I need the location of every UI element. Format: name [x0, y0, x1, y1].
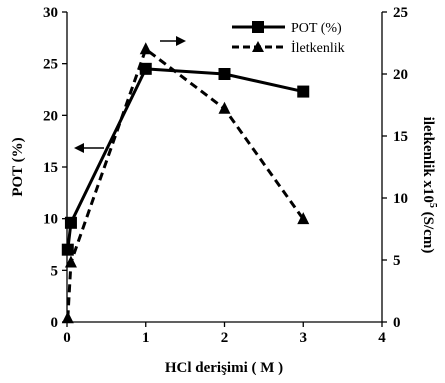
y-right-tick-label: 10 — [393, 191, 408, 207]
y-axis-right-title: iletkenlik x105 (S/cm) — [420, 117, 438, 254]
iletkenlik-point — [64, 255, 77, 268]
y-axis-right-title-unit: (S/cm) — [420, 208, 436, 253]
series-layer — [61, 42, 310, 324]
x-tick-label: 4 — [378, 330, 386, 346]
pot-point — [218, 68, 231, 80]
y-left-tick-label: 20 — [43, 108, 58, 124]
y-left-tick-label: 30 — [43, 5, 58, 21]
pot-point — [297, 85, 310, 98]
legend-iletkenlik-marker — [252, 41, 264, 52]
y-right-tick-label: 5 — [393, 253, 401, 269]
y-left-tick-label: 25 — [43, 57, 58, 73]
legend-iletkenlik-label: İletkenlik — [291, 40, 345, 56]
series-line-iletkenlik — [66, 47, 305, 319]
x-tick-label: 1 — [142, 330, 150, 346]
iletkenlik-point — [139, 42, 152, 55]
legend-pot-label: POT (%) — [291, 21, 342, 36]
y-left-tick-label: 10 — [43, 212, 58, 228]
pot-point — [64, 216, 77, 229]
y-right-tick-label: 0 — [393, 315, 401, 331]
pot-point — [61, 243, 74, 256]
x-axis-title: HCl derişimi ( M ) — [165, 360, 283, 376]
legend: POT (%) İletkenlik — [232, 21, 345, 56]
y-axis-left-title: POT (%) — [10, 137, 26, 196]
iletkenlik-point — [297, 212, 310, 225]
y-axis-right-title-main: iletkenlik x10 — [420, 117, 436, 203]
y-left-tick-label: 5 — [51, 263, 59, 279]
y-axis-right-title-sup: 5 — [427, 203, 438, 208]
legend-pot-marker — [252, 21, 264, 33]
iletkenlik-point — [61, 311, 74, 324]
pot-point — [139, 62, 152, 75]
axis-arrows — [74, 36, 186, 153]
y-right-tick-label: 20 — [393, 67, 408, 83]
y-right-tick-label: 25 — [393, 5, 408, 21]
x-tick-label: 3 — [300, 330, 308, 346]
left-axis-arrowhead-icon — [74, 143, 84, 153]
axes — [66, 12, 383, 323]
y-left-tick-label: 0 — [51, 315, 59, 331]
x-tick-label: 2 — [221, 330, 229, 346]
y-right-tick-label: 15 — [393, 129, 408, 145]
iletkenlik-point — [218, 101, 231, 114]
x-tick-label: 0 — [63, 330, 71, 346]
y-left-tick-label: 15 — [43, 160, 58, 176]
right-axis-arrowhead-icon — [176, 36, 186, 46]
series-line-pot — [66, 67, 304, 250]
